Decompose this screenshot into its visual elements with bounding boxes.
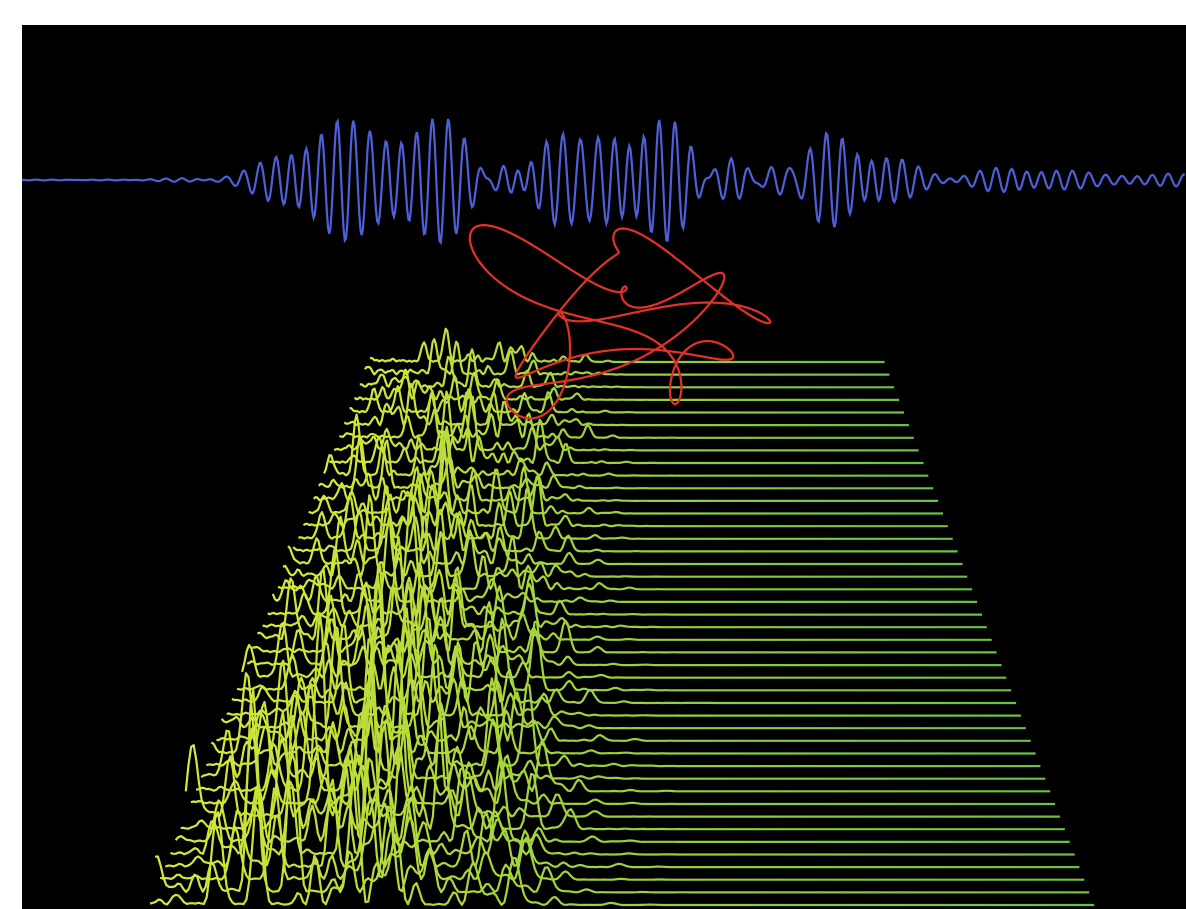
scene — [0, 0, 1186, 909]
page: (() => { const data = JSON.parse(documen… — [0, 0, 1186, 909]
